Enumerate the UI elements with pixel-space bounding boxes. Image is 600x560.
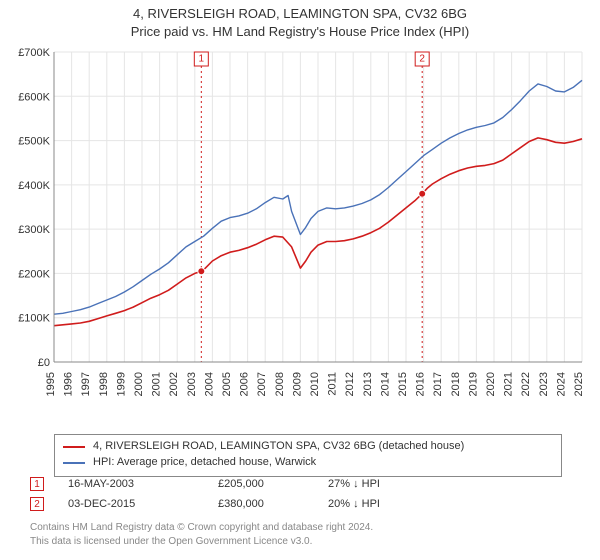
svg-text:2009: 2009 [291,372,303,396]
svg-text:£300K: £300K [18,224,50,236]
point-diff: 27% ↓ HPI [328,478,438,490]
svg-text:2017: 2017 [432,372,444,396]
svg-text:£100K: £100K [18,313,50,325]
svg-text:£700K: £700K [18,47,50,59]
svg-text:1999: 1999 [115,372,127,396]
svg-text:1: 1 [199,54,205,65]
svg-text:2012: 2012 [344,372,356,396]
legend-box: 4, RIVERSLEIGH ROAD, LEAMINGTON SPA, CV3… [54,434,562,477]
point-date: 03-DEC-2015 [68,498,218,510]
legend-row-hpi: HPI: Average price, detached house, Warw… [63,455,553,471]
line-chart-svg: £0 £100K £200K £300K £400K £500K £600K £700K 199… [12,46,588,404]
svg-text:£400K: £400K [18,180,50,192]
svg-text:2014: 2014 [379,372,391,396]
svg-text:2024: 2024 [555,372,567,396]
svg-text:2019: 2019 [467,372,479,396]
svg-text:2013: 2013 [362,372,374,396]
svg-text:2010: 2010 [309,372,321,396]
sale-points-table: 1 16-MAY-2003 £205,000 27% ↓ HPI 2 03-DE… [30,474,570,514]
point-diff: 20% ↓ HPI [328,498,438,510]
svg-text:2004: 2004 [203,372,215,396]
svg-text:2: 2 [419,54,425,65]
svg-text:£500K: £500K [18,136,50,148]
table-row: 2 03-DEC-2015 £380,000 20% ↓ HPI [30,494,570,514]
svg-text:1995: 1995 [45,372,57,396]
svg-text:2008: 2008 [274,372,286,396]
svg-text:2022: 2022 [520,372,532,396]
point-marker-2: 2 [30,497,44,511]
svg-text:2021: 2021 [503,372,515,396]
chart-area: £0 £100K £200K £300K £400K £500K £600K £700K 199… [12,46,588,404]
footer-line-2: This data is licensed under the Open Gov… [30,535,373,549]
svg-text:1996: 1996 [63,372,75,396]
point-price: £380,000 [218,498,328,510]
svg-text:1997: 1997 [80,372,92,396]
chart-container: 4, RIVERSLEIGH ROAD, LEAMINGTON SPA, CV3… [0,0,600,560]
svg-text:2002: 2002 [168,372,180,396]
legend-swatch-property [63,446,85,448]
svg-text:2016: 2016 [415,372,427,396]
footer-line-1: Contains HM Land Registry data © Crown c… [30,521,373,535]
legend-label-property: 4, RIVERSLEIGH ROAD, LEAMINGTON SPA, CV3… [93,439,464,455]
svg-text:2015: 2015 [397,372,409,396]
svg-text:2007: 2007 [256,372,268,396]
title-line-1: 4, RIVERSLEIGH ROAD, LEAMINGTON SPA, CV3… [0,5,600,23]
svg-text:2000: 2000 [133,372,145,396]
legend-swatch-hpi [63,462,85,464]
legend-row-property: 4, RIVERSLEIGH ROAD, LEAMINGTON SPA, CV3… [63,439,553,455]
table-row: 1 16-MAY-2003 £205,000 27% ↓ HPI [30,474,570,494]
svg-text:2003: 2003 [186,372,198,396]
point-date: 16-MAY-2003 [68,478,218,490]
svg-text:2020: 2020 [485,372,497,396]
svg-text:2005: 2005 [221,372,233,396]
svg-text:2001: 2001 [151,372,163,396]
svg-text:1998: 1998 [98,372,110,396]
svg-text:£200K: £200K [18,268,50,280]
title-line-2: Price paid vs. HM Land Registry's House … [0,23,600,41]
titles: 4, RIVERSLEIGH ROAD, LEAMINGTON SPA, CV3… [0,0,600,40]
point-marker-1: 1 [30,477,44,491]
svg-text:£600K: £600K [18,91,50,103]
svg-text:2011: 2011 [327,372,339,396]
svg-text:2023: 2023 [538,372,550,396]
point-price: £205,000 [218,478,328,490]
legend-label-hpi: HPI: Average price, detached house, Warw… [93,455,316,471]
svg-text:2025: 2025 [573,372,585,396]
svg-text:2018: 2018 [450,372,462,396]
svg-text:£0: £0 [38,357,50,369]
svg-text:2006: 2006 [239,372,251,396]
footer-attribution: Contains HM Land Registry data © Crown c… [30,521,373,548]
